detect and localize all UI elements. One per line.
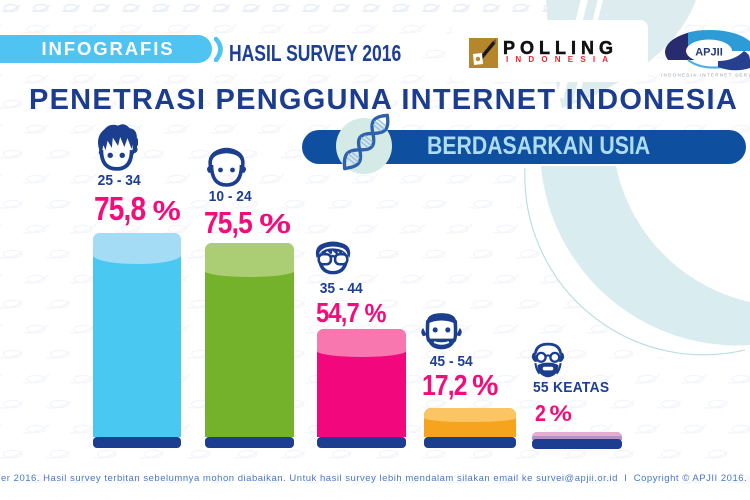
svg-text:INDONESIA INTERNET SERVIC: INDONESIA INTERNET SERVIC [661,73,750,78]
svg-text:APJII: APJII [695,47,723,59]
